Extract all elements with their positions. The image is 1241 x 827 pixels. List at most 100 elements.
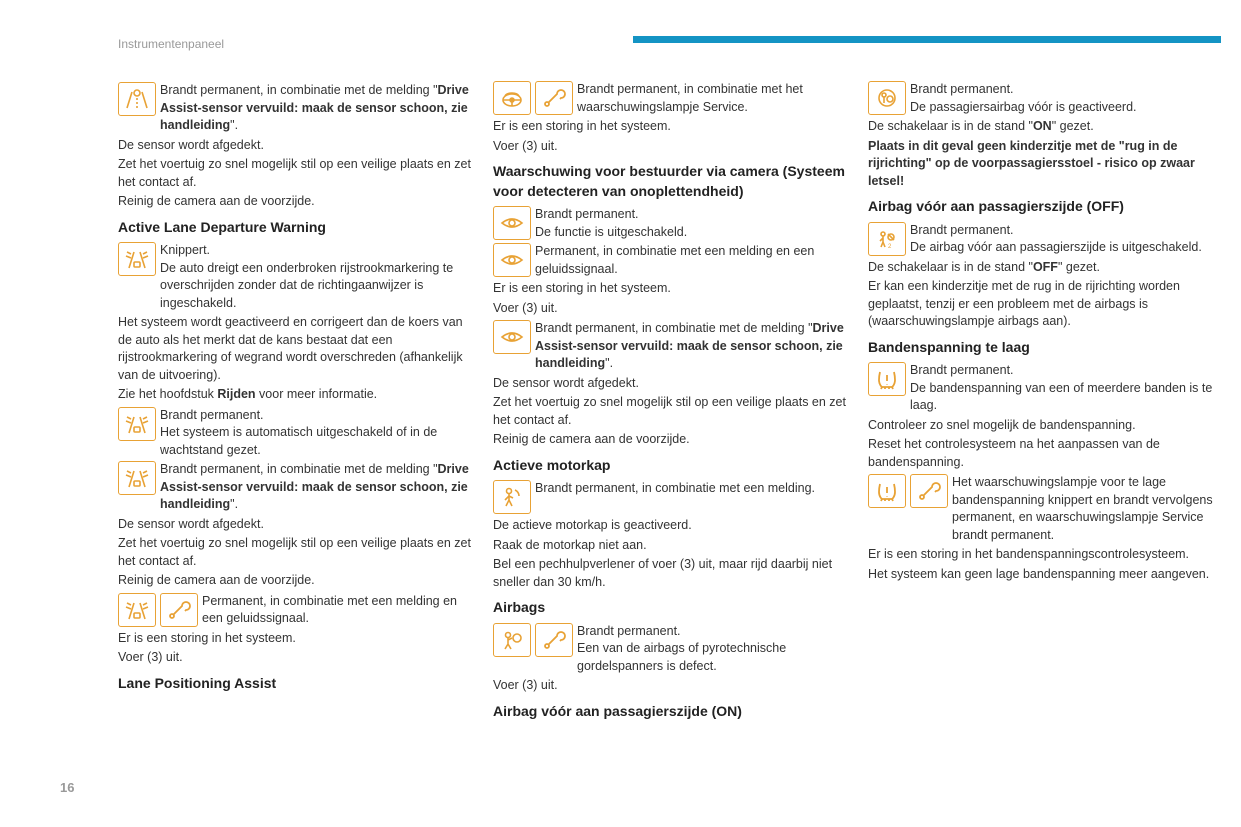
text: De bandenspanning van een of meerdere ba…	[910, 381, 1212, 413]
text: Het waarschuwingslampje voor te lage ban…	[952, 473, 1221, 544]
svg-text:2: 2	[888, 244, 892, 250]
text: Brandt permanent.	[910, 223, 1014, 237]
pedestrian-icon	[493, 480, 531, 514]
eye-icon	[493, 243, 531, 277]
text: Een van de airbags of pyrotechnische gor…	[577, 641, 786, 673]
wrench-icon	[160, 593, 198, 627]
text: Brandt permanent. Het systeem is automat…	[160, 406, 471, 460]
text: Zet het voertuig zo snel mogelijk stil o…	[118, 156, 471, 191]
text: Het systeem kan geen lage bandenspanning…	[868, 566, 1221, 584]
text: De passagiersairbag vóór is geactiveerd.	[910, 100, 1137, 114]
steering-wheel-icon	[493, 81, 531, 115]
heading: Airbag vóór aan passagierszijde (OFF)	[868, 197, 1221, 217]
heading: Active Lane Departure Warning	[118, 218, 471, 238]
heading: Actieve motorkap	[493, 456, 846, 476]
text: Er is een storing in het systeem.	[493, 280, 846, 298]
text: Brandt permanent.	[535, 207, 639, 221]
page-content: Brandt permanent, in combinatie met de m…	[118, 80, 1221, 767]
bold-text: Rijden	[217, 387, 255, 401]
text: De schakelaar is in de stand "ON" gezet.	[868, 118, 1221, 136]
lane-departure-icon	[118, 242, 156, 276]
heading: Waarschuwing voor bestuurder via camera …	[493, 162, 846, 201]
bold-text: ON	[1033, 119, 1052, 133]
wrench-icon	[910, 474, 948, 508]
text: Brandt permanent. De airbag vóór aan pas…	[910, 221, 1221, 257]
eye-icon	[493, 320, 531, 354]
text: Brandt permanent. De passagiersairbag vó…	[910, 80, 1221, 116]
text: De auto dreigt een onderbroken rijstrook…	[160, 261, 453, 310]
text: ".	[605, 356, 613, 370]
text: Brandt permanent, in combinatie met de m…	[535, 321, 813, 335]
header-accent-bar	[633, 36, 1221, 43]
text: Er is een storing in het bandenspannings…	[868, 546, 1221, 564]
heading: Airbags	[493, 598, 846, 618]
heading: Airbag vóór aan passagierszijde (ON)	[493, 702, 846, 722]
eye-icon	[493, 206, 531, 240]
text: voor meer informatie.	[256, 387, 378, 401]
text: Controleer zo snel mogelijk de bandenspa…	[868, 417, 1221, 435]
text: Brandt permanent, in combinatie met de m…	[160, 81, 471, 135]
text: Brandt permanent.	[910, 363, 1014, 377]
text: Brandt permanent. Een van de airbags of …	[577, 622, 846, 676]
text: Brandt permanent. De functie is uitgesch…	[535, 205, 846, 241]
text: Reinig de camera aan de voorzijde.	[493, 431, 846, 449]
text: Het systeem is automatisch uitgeschakeld…	[160, 425, 437, 457]
text: Reinig de camera aan de voorzijde.	[118, 193, 471, 211]
text: ".	[230, 118, 238, 132]
text: Reinig de camera aan de voorzijde.	[118, 572, 471, 590]
lane-departure-icon	[118, 593, 156, 627]
text: Zet het voertuig zo snel mogelijk stil o…	[118, 535, 471, 570]
text: Er kan een kinderzitje met de rug in de …	[868, 278, 1221, 331]
text: Voer (3) uit.	[493, 677, 846, 695]
warning-text: Plaats in dit geval geen kinderzitje met…	[868, 138, 1221, 191]
bold-text: OFF	[1033, 260, 1058, 274]
lane-departure-icon	[118, 407, 156, 441]
text: De airbag vóór aan passagierszijde is ui…	[910, 240, 1202, 254]
tire-pressure-icon	[868, 362, 906, 396]
text: Zet het voertuig zo snel mogelijk stil o…	[493, 394, 846, 429]
text: Brandt permanent. De bandenspanning van …	[910, 361, 1221, 415]
text: Zie het hoofdstuk Rijden voor meer infor…	[118, 386, 471, 404]
airbag-icon	[493, 623, 531, 657]
header-title: Instrumentenpaneel	[118, 36, 224, 53]
text: De schakelaar is in de stand "OFF" gezet…	[868, 259, 1221, 277]
text: " gezet.	[1058, 260, 1100, 274]
text: Brandt permanent.	[910, 82, 1014, 96]
text: Brandt permanent.	[577, 624, 681, 638]
text: Er is een storing in het systeem.	[118, 630, 471, 648]
text: Voer (3) uit.	[493, 300, 846, 318]
heading: Bandenspanning te laag	[868, 338, 1221, 358]
text: Reset het controlesysteem na het aanpass…	[868, 436, 1221, 471]
lane-departure-icon	[118, 461, 156, 495]
wrench-icon	[535, 81, 573, 115]
text: Het systeem wordt geactiveerd en corrige…	[118, 314, 471, 384]
text: Brandt permanent, in combinatie met de m…	[160, 462, 438, 476]
wrench-icon	[535, 623, 573, 657]
text: Bel een pechhulpverlener of voer (3) uit…	[493, 556, 846, 591]
text: Brandt permanent, in combinatie met het …	[577, 80, 846, 116]
text: Permanent, in combinatie met een melding…	[535, 242, 846, 278]
text: De schakelaar is in de stand "	[868, 260, 1033, 274]
airbag-on-icon	[868, 81, 906, 115]
airbag-off-icon: 2	[868, 222, 906, 256]
text: Brandt permanent, in combinatie met een …	[535, 479, 846, 498]
manual-page: Instrumentenpaneel Brandt permanent, in …	[0, 0, 1241, 827]
text: Raak de motorkap niet aan.	[493, 537, 846, 555]
page-number: 16	[60, 779, 74, 797]
text: De sensor wordt afgedekt.	[118, 137, 471, 155]
text: Voer (3) uit.	[493, 138, 846, 156]
text: ".	[230, 497, 238, 511]
text: " gezet.	[1052, 119, 1094, 133]
text: Brandt permanent, in combinatie met de m…	[160, 460, 471, 514]
text: Permanent, in combinatie met een melding…	[202, 592, 471, 628]
page-header: Instrumentenpaneel	[118, 36, 1221, 53]
text: Brandt permanent, in combinatie met de m…	[535, 319, 846, 373]
tire-pressure-icon	[868, 474, 906, 508]
heading: Lane Positioning Assist	[118, 674, 471, 694]
text: De schakelaar is in de stand "	[868, 119, 1033, 133]
text: De sensor wordt afgedekt.	[493, 375, 846, 393]
text: Knippert.	[160, 243, 210, 257]
text: De sensor wordt afgedekt.	[118, 516, 471, 534]
text: Er is een storing in het systeem.	[493, 118, 846, 136]
text: Zie het hoofdstuk	[118, 387, 217, 401]
